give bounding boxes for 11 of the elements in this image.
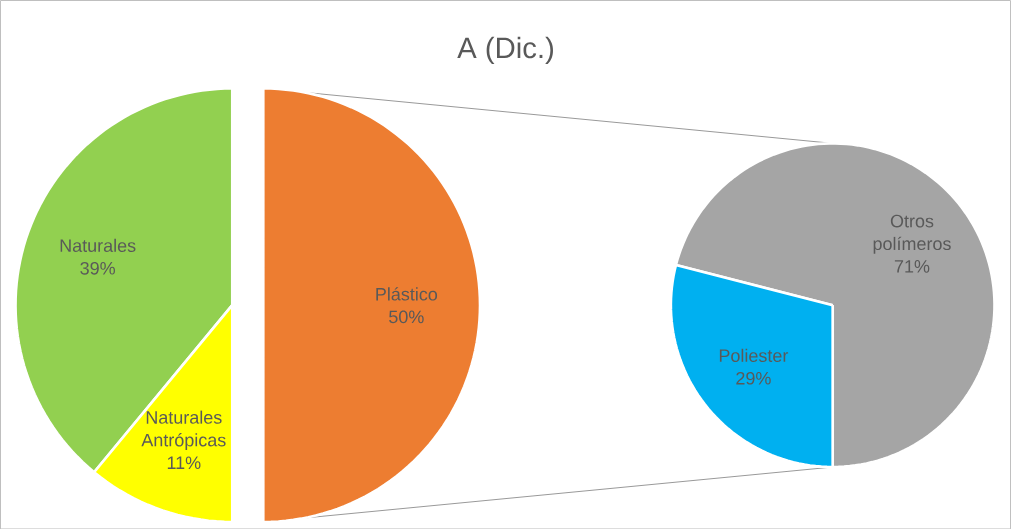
slice-label: Naturales Antrópicas — [141, 410, 226, 450]
data-label: 39% — [80, 261, 116, 275]
data-label: 50% — [389, 310, 424, 323]
chart-title: A (Dic.) — [457, 36, 553, 64]
slice-label: Plástico — [376, 286, 438, 301]
slice-label: Poliester — [719, 348, 789, 362]
data-label: 29% — [736, 371, 771, 385]
data-label: 11% — [167, 456, 201, 469]
slice-label: Naturales — [60, 238, 136, 252]
slice-label: Otros polímeros — [873, 214, 951, 254]
data-label: 71% — [894, 259, 930, 273]
